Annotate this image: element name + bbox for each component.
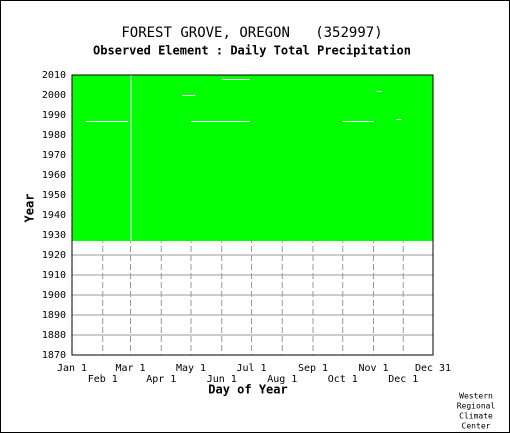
y-tick-label: 2000: [42, 90, 66, 101]
gap: [85, 121, 128, 122]
y-tick-label: 1980: [42, 130, 66, 141]
x-tick-label: Dec 31: [415, 363, 451, 374]
credit: Western: [459, 392, 493, 401]
credit: Regional: [457, 402, 496, 411]
gap: [182, 95, 196, 96]
x-tick-label: Feb 1: [88, 374, 118, 385]
y-tick-label: 1950: [42, 190, 66, 201]
chart-subtitle: Observed Element : Daily Total Precipita…: [93, 44, 411, 58]
x-tick-label: Jun 1: [207, 374, 237, 385]
y-axis-label: Year: [23, 194, 37, 223]
y-tick-label: 1940: [42, 210, 66, 221]
x-tick-label: Mar 1: [115, 363, 145, 374]
chart-title: FOREST GROVE, OREGON (352997): [121, 25, 382, 41]
y-tick-label: 1910: [42, 270, 66, 281]
x-tick-label: Dec 1: [388, 374, 418, 385]
y-tick-label: 1990: [42, 110, 66, 121]
plot-frame: [71, 74, 434, 356]
y-tick-label: 2010: [42, 70, 66, 81]
gap: [221, 79, 250, 80]
y-tick-label: 1930: [42, 230, 66, 241]
y-tick-label: 1880: [42, 330, 66, 341]
gap: [376, 91, 382, 92]
x-tick-label: Sep 1: [298, 363, 328, 374]
y-tick-label: 1890: [42, 310, 66, 321]
x-tick-label: Oct 1: [328, 374, 358, 385]
gap: [130, 75, 132, 241]
gap: [342, 121, 374, 122]
y-tick-label: 1900: [42, 290, 66, 301]
credit: Climate: [459, 412, 493, 421]
x-tick-label: Apr 1: [146, 374, 176, 385]
x-tick-label: Nov 1: [358, 363, 388, 374]
x-tick-label: Jul 1: [236, 363, 266, 374]
y-tick-label: 1870: [42, 350, 66, 361]
coverage-block: [72, 75, 433, 241]
gap: [191, 121, 250, 122]
y-tick-label: 1920: [42, 250, 66, 261]
y-tick-label: 1970: [42, 150, 66, 161]
x-tick-label: Jan 1: [57, 363, 87, 374]
x-tick-label: Aug 1: [267, 374, 297, 385]
x-axis-label: Day of Year: [208, 383, 287, 397]
y-tick-label: 1960: [42, 170, 66, 181]
credit: Center: [462, 422, 491, 431]
x-tick-label: May 1: [176, 363, 206, 374]
gap: [396, 119, 402, 120]
